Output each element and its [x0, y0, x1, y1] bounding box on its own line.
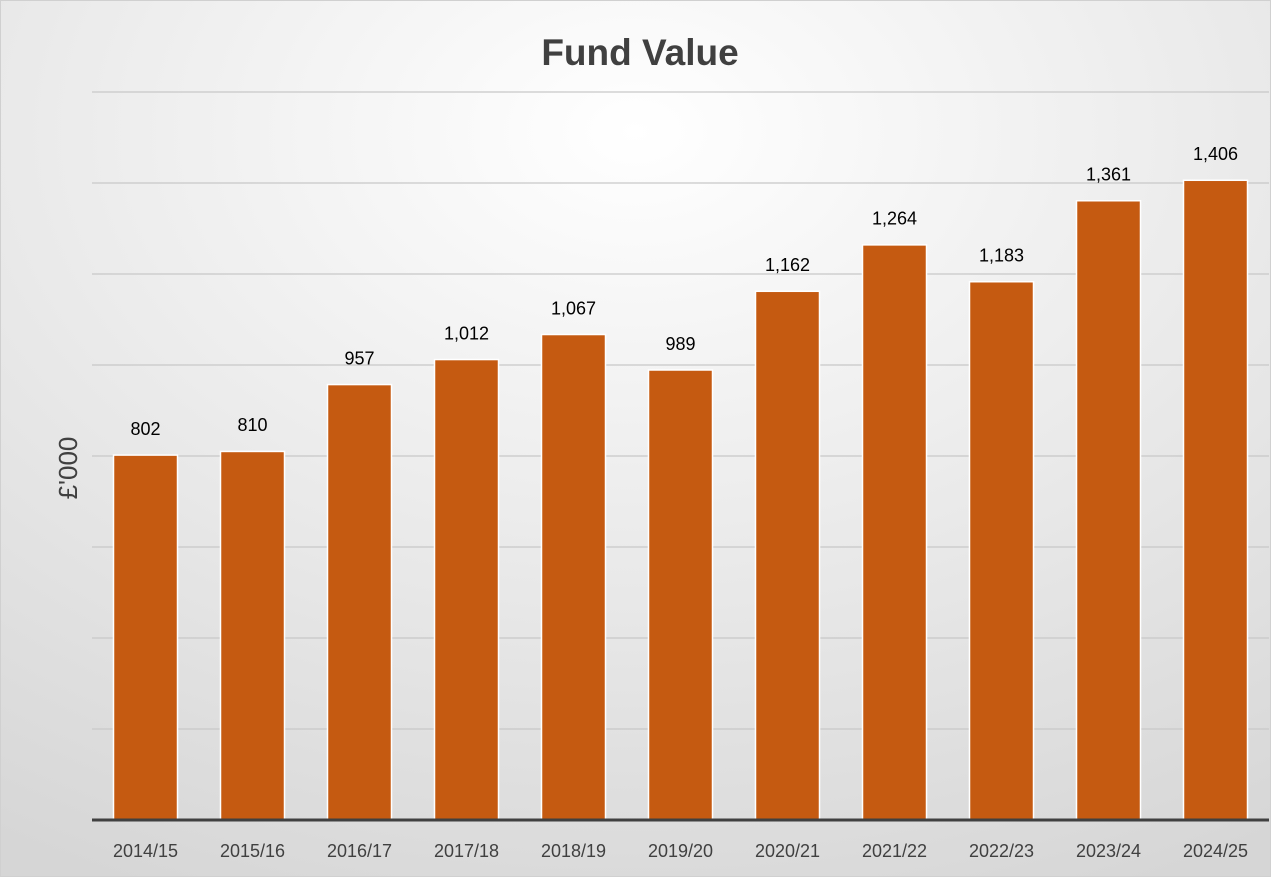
data-label: 1,162: [765, 255, 810, 275]
bar: [219, 450, 286, 821]
bar: [1075, 199, 1142, 821]
data-label: 957: [344, 348, 374, 368]
data-label: 1,067: [551, 298, 596, 318]
data-label: 802: [130, 419, 160, 439]
bar: [540, 333, 607, 821]
data-label: 1,012: [444, 323, 489, 343]
bar: [112, 454, 179, 821]
x-tick-label: 2015/16: [220, 841, 285, 861]
x-tick-label: 2014/15: [113, 841, 178, 861]
x-tick-label: 2017/18: [434, 841, 499, 861]
y-axis-label: £'000: [53, 437, 83, 500]
bar: [1182, 179, 1249, 821]
x-tick-label: 2021/22: [862, 841, 927, 861]
bar: [326, 383, 393, 821]
data-label: 810: [237, 415, 267, 435]
data-label: 1,183: [979, 245, 1024, 265]
bar: [647, 369, 714, 821]
x-tick-label: 2023/24: [1076, 841, 1141, 861]
bar: [433, 358, 500, 821]
chart-title: Fund Value: [541, 32, 738, 73]
x-tick-label: 2018/19: [541, 841, 606, 861]
x-tick-label: 2016/17: [327, 841, 392, 861]
bar: [861, 244, 928, 821]
data-label: 1,406: [1193, 144, 1238, 164]
bar: [968, 280, 1035, 821]
x-tick-label: 2022/23: [969, 841, 1034, 861]
data-label: 1,264: [872, 209, 917, 229]
x-tick-label: 2020/21: [755, 841, 820, 861]
data-label: 989: [665, 334, 695, 354]
x-tick-label: 2024/25: [1183, 841, 1248, 861]
data-label: 1,361: [1086, 164, 1131, 184]
x-tick-label: 2019/20: [648, 841, 713, 861]
bar: [754, 290, 821, 821]
